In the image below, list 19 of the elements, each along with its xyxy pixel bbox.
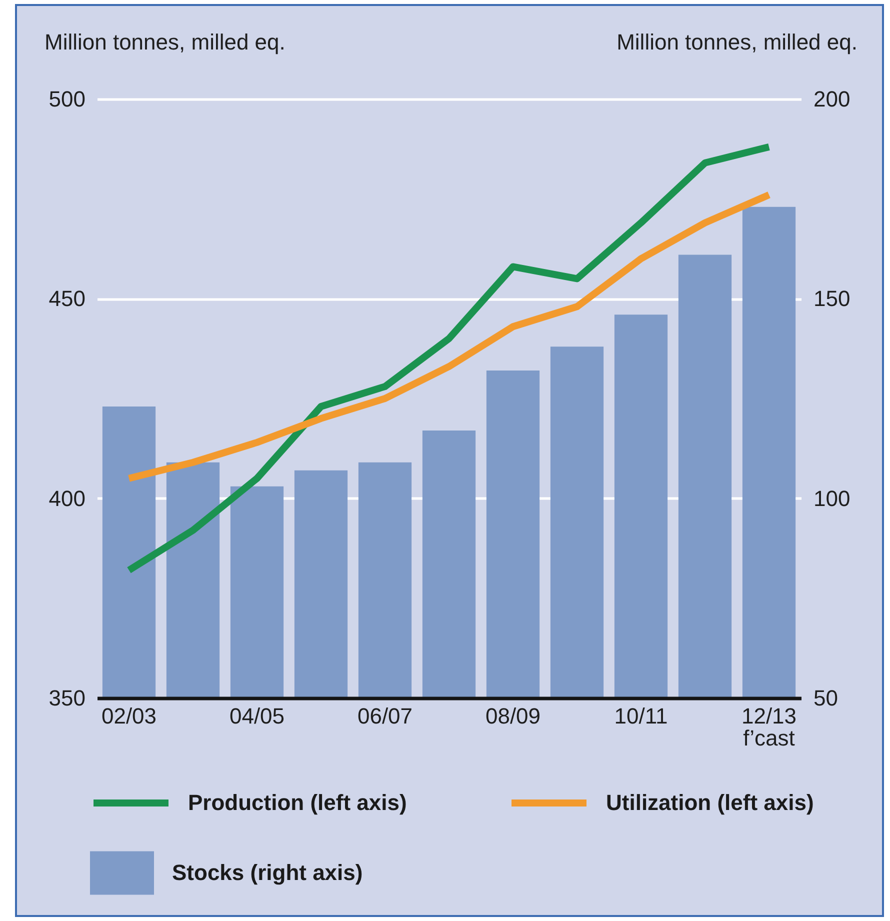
x-tick-label: 10/11 bbox=[614, 704, 668, 728]
y-tick-label: 500 bbox=[48, 86, 86, 112]
y-tick-label: 400 bbox=[48, 486, 86, 511]
y2-tick-label: 50 bbox=[814, 686, 838, 710]
legend-label: Utilization (left axis) bbox=[606, 790, 814, 815]
legend-label: Production (left axis) bbox=[188, 790, 407, 815]
y-tick-label: 450 bbox=[48, 286, 86, 312]
y2-tick-label: 150 bbox=[814, 286, 850, 312]
y-tick-label: 350 bbox=[48, 686, 86, 710]
x-tick-label: 06/07 bbox=[357, 704, 413, 728]
y2-tick-label: 200 bbox=[814, 86, 850, 112]
y2-tick-label: 100 bbox=[814, 486, 850, 511]
legend-label: Stocks (right axis) bbox=[172, 860, 363, 885]
x-tick-label: 04/05 bbox=[229, 704, 285, 728]
y2-axis-title: Million tonnes, milled eq. bbox=[616, 30, 858, 54]
x-tick-label: 02/03 bbox=[101, 704, 157, 728]
x-tick-label: 08/09 bbox=[485, 704, 541, 728]
y-axis-title: Million tonnes, milled eq. bbox=[44, 30, 286, 54]
x-tick-label: 12/13 f’cast bbox=[741, 704, 797, 750]
